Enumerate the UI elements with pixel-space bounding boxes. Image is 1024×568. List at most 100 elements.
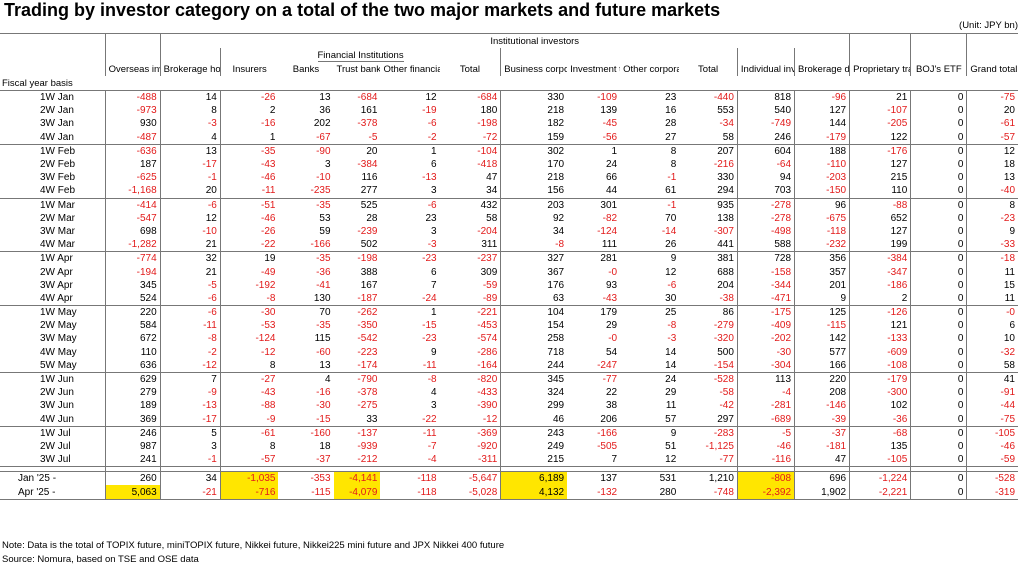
table-row: 1W Jun 629 7 -27 4 -790 -8 -820 345 -77 24 -528 113 2… bbox=[0, 372, 1018, 387]
table-cell: 188 bbox=[794, 144, 850, 158]
table-cell: 125 bbox=[794, 305, 850, 320]
table-cell: 21 bbox=[849, 90, 911, 105]
table-cell: 369 bbox=[104, 412, 161, 427]
table-cell: 156 bbox=[500, 184, 568, 199]
table-cell: -64 bbox=[736, 157, 795, 172]
table-cell: -378 bbox=[357, 118, 378, 130]
table-cell: 258 bbox=[500, 332, 568, 346]
table-cell: -205 bbox=[849, 117, 911, 131]
table-cell: 703 bbox=[736, 184, 795, 199]
table-cell: 104 bbox=[500, 305, 568, 320]
table-cell: -89 bbox=[439, 291, 501, 306]
table-cell: -160 bbox=[310, 427, 331, 439]
table-cell: -350 bbox=[357, 320, 378, 332]
table-cell: -6 bbox=[159, 291, 221, 306]
table-cell: 0 bbox=[910, 332, 967, 346]
table-cell: -202 bbox=[736, 332, 795, 346]
table-cell: 728 bbox=[736, 251, 795, 266]
table-cell: 159 bbox=[500, 130, 568, 145]
table-cell: -77 bbox=[602, 374, 618, 386]
table-cell: 12 bbox=[966, 144, 1018, 158]
table-cell: -319 bbox=[966, 485, 1018, 500]
table-row: 4W Mar -1,282 21 -22 -166 502 -3 311 -8 111 26 441 5… bbox=[0, 238, 1018, 253]
table-cell: -748 bbox=[679, 485, 738, 500]
table-cell: -35 bbox=[316, 320, 331, 332]
table-cell: -275 bbox=[357, 400, 378, 412]
table-cell: 57 bbox=[620, 412, 680, 427]
table-cell: 0 bbox=[910, 345, 967, 359]
table-cell: 176 bbox=[500, 278, 568, 292]
table-cell: 215 bbox=[500, 453, 568, 468]
table-cell: 0 bbox=[910, 485, 967, 500]
table-cell: 24 bbox=[605, 159, 618, 171]
table-cell: -43 bbox=[567, 291, 621, 306]
table-cell: -14 bbox=[661, 225, 677, 237]
table-cell: 189 bbox=[104, 399, 161, 413]
table-cell: -12 bbox=[219, 345, 279, 359]
col-trust-banks-header: Trust banks bbox=[336, 63, 381, 75]
table-cell: -57 bbox=[219, 453, 279, 468]
table-cell: 70 bbox=[665, 212, 677, 224]
table-cell: -5,647 bbox=[468, 473, 498, 485]
table-cell: 8 bbox=[159, 104, 221, 118]
table-cell: -118 bbox=[417, 473, 437, 485]
table-cell: -237 bbox=[477, 253, 498, 265]
table-cell: 3 bbox=[380, 184, 440, 199]
table-cell: 0 bbox=[910, 184, 967, 199]
institutional-investors-header: Institutional investors bbox=[220, 33, 850, 48]
table-cell: -176 bbox=[849, 144, 911, 158]
row-label: 3W Feb bbox=[40, 172, 76, 184]
table-cell: 179 bbox=[600, 307, 618, 319]
row-label: 2W Feb bbox=[40, 159, 76, 171]
table-cell: -235 bbox=[278, 184, 334, 199]
row-label: 2W Jul bbox=[40, 440, 71, 452]
table-cell: -0 bbox=[966, 305, 1018, 320]
table-cell: 0 bbox=[910, 198, 967, 212]
table-cell: 12 bbox=[425, 92, 437, 104]
table-cell: 58 bbox=[966, 358, 1018, 373]
table-cell: -4 bbox=[380, 453, 440, 468]
row-label: 1W Jun bbox=[40, 374, 74, 386]
table-cell: -166 bbox=[278, 238, 334, 253]
table-cell: 4,132 bbox=[500, 485, 568, 500]
table-cell: -181 bbox=[794, 439, 850, 454]
table-cell: 297 bbox=[679, 412, 738, 427]
table-cell: 6 bbox=[966, 319, 1018, 333]
table-cell: -204 bbox=[477, 225, 498, 237]
table-cell: 102 bbox=[849, 399, 911, 413]
row-label: 3W Jan bbox=[40, 118, 74, 130]
table-cell: 11 bbox=[966, 265, 1018, 279]
table-cell: 4 bbox=[324, 374, 331, 386]
table-cell: 7 bbox=[159, 372, 221, 387]
table-cell: 13 bbox=[159, 144, 221, 158]
page-title: Trading by investor category on a total … bbox=[4, 0, 721, 20]
table-cell: 12 bbox=[620, 453, 680, 468]
financial-institutions-header: Financial Institutions bbox=[317, 49, 404, 62]
table-cell: -418 bbox=[477, 159, 498, 171]
col-individual-header: Individual investors bbox=[736, 62, 795, 76]
table-cell: 41 bbox=[966, 372, 1018, 387]
table-cell: -30 bbox=[219, 305, 279, 320]
table-cell: 20 bbox=[159, 184, 221, 199]
table-cell: -41 bbox=[316, 279, 331, 291]
table-cell: 47 bbox=[794, 453, 850, 468]
table-cell: 25 bbox=[665, 307, 677, 319]
table-cell: 218 bbox=[500, 171, 568, 185]
table-cell: 7 bbox=[567, 453, 621, 468]
table-cell: 58 bbox=[486, 212, 498, 224]
table-cell: 244 bbox=[500, 358, 568, 373]
table-cell: -344 bbox=[736, 278, 795, 292]
table-cell: 4 bbox=[159, 130, 221, 145]
table-cell: 33 bbox=[333, 412, 381, 427]
table-cell: -72 bbox=[439, 130, 501, 145]
table-row: 3W Jan 930 -3 -16 202 -378 -6 -198 182 -45 28 -34 -7… bbox=[0, 117, 1018, 131]
table-cell: 1 bbox=[431, 145, 437, 157]
row-label: 4W Apr bbox=[0, 291, 106, 306]
table-cell: 93 bbox=[605, 279, 618, 291]
table-row: 3W Jul 241 -1 -57 -37 -212 -4 -311 215 7 12 -77 -116… bbox=[0, 453, 1018, 468]
table-cell: 142 bbox=[794, 332, 850, 346]
table-cell: -179 bbox=[849, 372, 911, 387]
table-cell: 18 bbox=[966, 157, 1018, 172]
table-cell: 113 bbox=[736, 372, 795, 387]
table-cell: 688 bbox=[717, 266, 734, 278]
